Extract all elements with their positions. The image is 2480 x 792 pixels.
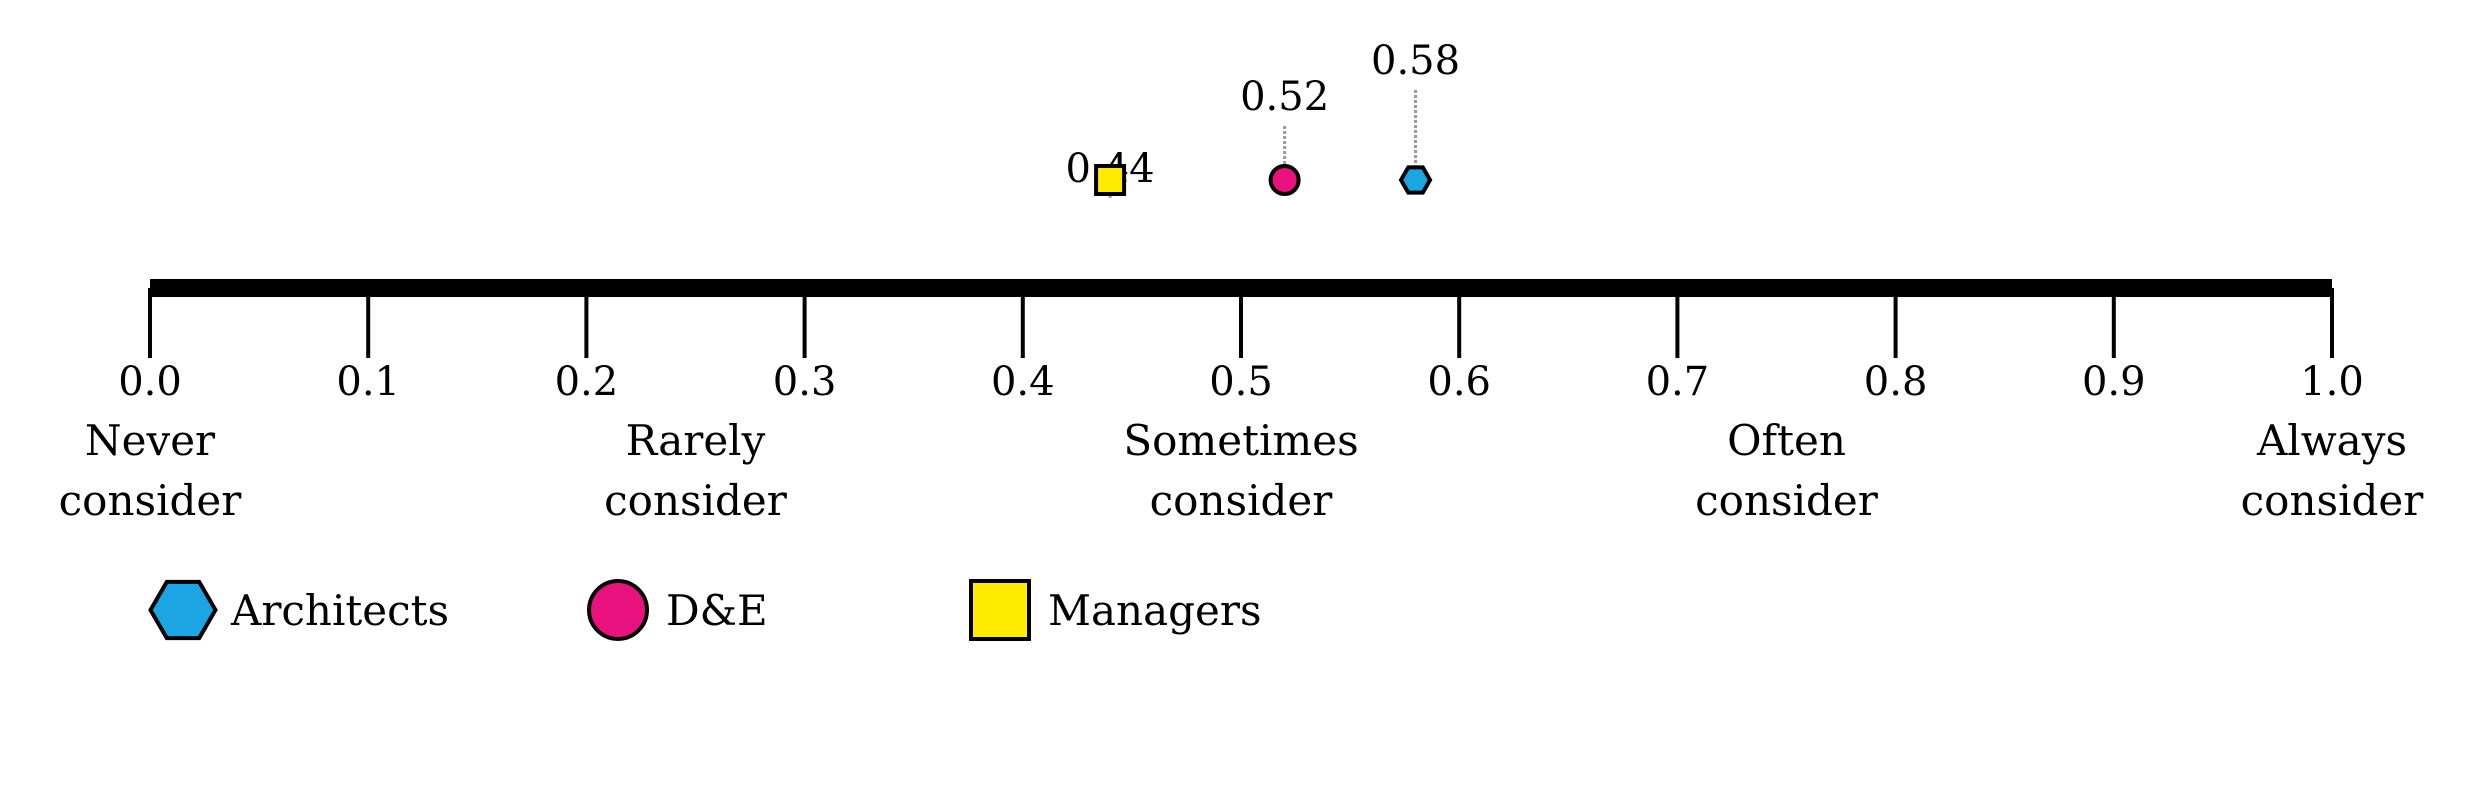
scale-label: Rarely [626, 416, 766, 465]
tick-label: 0.1 [336, 359, 400, 405]
legend-marker [587, 579, 649, 641]
tick-label: 0.7 [1646, 359, 1710, 405]
legend-marker [148, 579, 218, 641]
tick-label: 0.4 [991, 359, 1055, 405]
tick-label: 0.0 [118, 359, 182, 405]
scale-label: Never [85, 416, 216, 465]
data-label: 0.58 [1371, 38, 1460, 84]
data-point [1398, 165, 1433, 195]
scale-label: consider [1150, 476, 1334, 525]
tick-label: 1.0 [2300, 359, 2364, 405]
tick-label: 0.6 [1427, 359, 1491, 405]
tick-label: 0.5 [1209, 359, 1273, 405]
scale-label: consider [2241, 476, 2425, 525]
tick-label: 0.2 [555, 359, 619, 405]
tick-label: 0.9 [2082, 359, 2146, 405]
data-point [1268, 164, 1301, 196]
legend-label: Architects [230, 586, 449, 635]
scale-label: consider [59, 476, 243, 525]
scale-label: Sometimes [1123, 416, 1358, 465]
tick-label: 0.8 [1864, 359, 1928, 405]
legend-label: D&E [666, 586, 768, 635]
legend-label: Managers [1048, 586, 1262, 635]
tick-label: 0.3 [773, 359, 837, 405]
scale-label: Always [2256, 416, 2407, 465]
scale-label: consider [604, 476, 788, 525]
scale-label: consider [1695, 476, 1879, 525]
scale-label: Often [1727, 416, 1846, 465]
data-point [1094, 164, 1127, 196]
data-label: 0.52 [1240, 74, 1329, 120]
legend-marker [969, 579, 1031, 641]
